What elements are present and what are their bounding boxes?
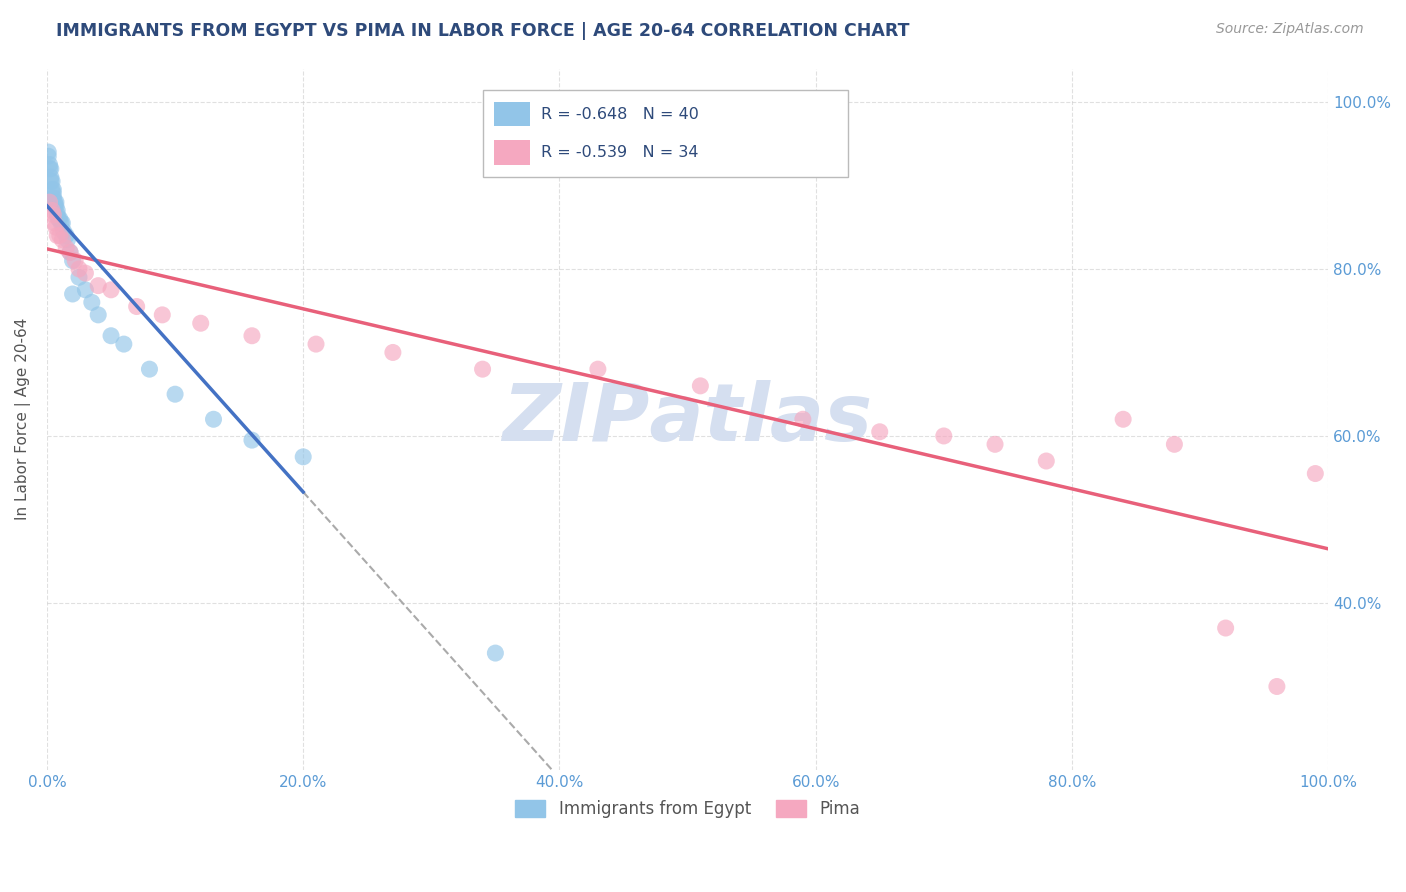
Point — [1163, 437, 1185, 451]
Point — [87, 308, 110, 322]
Point — [100, 328, 122, 343]
Point — [41, 203, 63, 218]
Point — [87, 278, 110, 293]
Point — [46, 208, 69, 222]
Point — [44, 199, 66, 213]
Point — [44, 195, 66, 210]
Point — [51, 216, 73, 230]
Point — [67, 262, 90, 277]
Point — [138, 362, 160, 376]
Point — [45, 220, 67, 235]
Point — [44, 216, 66, 230]
Text: R = -0.539   N = 34: R = -0.539 N = 34 — [541, 145, 699, 161]
Text: R = -0.648   N = 40: R = -0.648 N = 40 — [541, 107, 699, 121]
Point — [41, 183, 63, 197]
Point — [38, 157, 60, 171]
Point — [240, 328, 263, 343]
Point — [49, 211, 72, 226]
Point — [1215, 621, 1237, 635]
FancyBboxPatch shape — [494, 102, 530, 127]
Point — [63, 253, 86, 268]
Point — [49, 228, 72, 243]
Point — [55, 228, 77, 243]
Point — [62, 253, 84, 268]
Point — [39, 170, 62, 185]
FancyBboxPatch shape — [494, 140, 530, 165]
Text: Source: ZipAtlas.com: Source: ZipAtlas.com — [1216, 22, 1364, 37]
Point — [46, 228, 69, 243]
Point — [100, 283, 122, 297]
Point — [42, 191, 65, 205]
Point — [150, 308, 173, 322]
Point — [51, 233, 73, 247]
Point — [49, 216, 72, 230]
Point — [240, 433, 263, 447]
Point — [67, 270, 90, 285]
Y-axis label: In Labor Force | Age 20-64: In Labor Force | Age 20-64 — [15, 318, 31, 520]
Point — [37, 145, 59, 159]
Point — [381, 345, 404, 359]
Point — [39, 161, 62, 176]
Point — [292, 450, 315, 464]
Point — [1112, 412, 1135, 426]
Point — [484, 646, 506, 660]
Point — [45, 195, 67, 210]
Point — [55, 241, 77, 255]
Point — [932, 429, 955, 443]
Point — [165, 387, 187, 401]
Point — [45, 199, 67, 213]
Point — [689, 379, 711, 393]
FancyBboxPatch shape — [482, 89, 848, 178]
Point — [42, 183, 65, 197]
Point — [75, 283, 97, 297]
Point — [42, 208, 65, 222]
Point — [59, 245, 82, 260]
Point — [39, 174, 62, 188]
Point — [41, 174, 63, 188]
Point — [202, 412, 225, 426]
Point — [48, 211, 70, 226]
Point — [59, 245, 82, 260]
Point — [1305, 467, 1327, 481]
Point — [46, 203, 69, 218]
Text: IMMIGRANTS FROM EGYPT VS PIMA IN LABOR FORCE | AGE 20-64 CORRELATION CHART: IMMIGRANTS FROM EGYPT VS PIMA IN LABOR F… — [56, 22, 910, 40]
Point — [869, 425, 891, 439]
Point — [984, 437, 1007, 451]
Text: ZIP​atlas: ZIP​atlas — [502, 380, 873, 458]
Point — [125, 300, 148, 314]
Point — [586, 362, 609, 376]
Legend: Immigrants from Egypt, Pima: Immigrants from Egypt, Pima — [509, 793, 866, 825]
Point — [38, 161, 60, 176]
Point — [792, 412, 814, 426]
Point — [62, 287, 84, 301]
Point — [190, 316, 212, 330]
Point — [75, 266, 97, 280]
Point — [112, 337, 135, 351]
Point — [38, 195, 60, 210]
Point — [1035, 454, 1057, 468]
Point — [80, 295, 103, 310]
Point — [305, 337, 328, 351]
Point — [52, 224, 75, 238]
Point — [471, 362, 494, 376]
Point — [42, 186, 65, 201]
Point — [56, 233, 79, 247]
Point — [37, 149, 59, 163]
Point — [1265, 680, 1288, 694]
